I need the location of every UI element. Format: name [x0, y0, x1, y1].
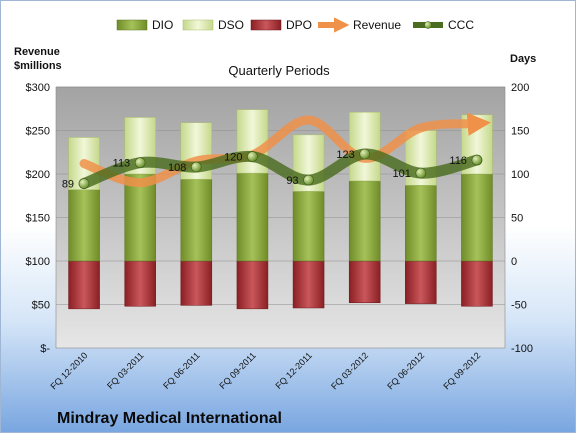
legend-label: DSO [218, 18, 244, 32]
ccc-data-label: 101 [392, 168, 410, 180]
right-axis-ticks: -100 -50 0 50 100 150 200 [511, 82, 533, 355]
bar-dpo [348, 260, 381, 304]
bar-dio [292, 191, 325, 262]
left-tick-label: $- [40, 343, 50, 355]
ccc-point [471, 154, 483, 166]
ccc-line [78, 148, 483, 190]
legend-swatch-dot [424, 21, 432, 29]
x-tick-label: FQ 06-2012 [385, 350, 426, 391]
ccc-data-label: 89 [62, 179, 74, 191]
x-tick-label: FQ 03-2012 [329, 350, 370, 391]
chart-title: Quarterly Periods [228, 63, 330, 78]
left-tick-label: $250 [26, 126, 50, 138]
bar-dpo [180, 260, 213, 306]
left-axis-title-line: Revenue [14, 46, 60, 58]
ccc-data-label: 93 [286, 175, 298, 187]
legend-label: CCC [448, 18, 474, 32]
ccc-point [303, 174, 314, 186]
revenue-series [79, 112, 491, 188]
legend-swatch [182, 19, 214, 31]
bar-dpo [68, 260, 100, 310]
revenue-line [79, 112, 491, 188]
x-tick-label: FQ 09-2011 [217, 350, 258, 391]
x-tick-label: FQ 09-2012 [441, 350, 482, 391]
ccc-point [247, 151, 258, 162]
right-tick-label: -100 [511, 343, 533, 355]
x-tick-label: FQ 12-2011 [273, 350, 314, 391]
bar-dio [180, 178, 213, 262]
left-axis-ticks: $- $50 $100 $150 $200 $250 $300 [26, 82, 51, 355]
left-tick-label: $50 [32, 300, 50, 312]
ccc-series: 89 113 108 120 93 123 101 116 [62, 148, 483, 191]
legend-swatch [250, 19, 282, 31]
left-tick-label: $150 [26, 213, 50, 225]
ccc-data-label: 120 [224, 152, 242, 164]
bar-dpo [461, 260, 493, 307]
x-axis-ticks: FQ 12-2010 FQ 03-2011 FQ 06-2011 FQ 09-2011… [48, 350, 482, 391]
bar-dio [236, 172, 269, 262]
ccc-data-label: 113 [113, 158, 131, 170]
right-tick-label: 150 [511, 126, 529, 138]
x-tick-label: FQ 06-2011 [161, 350, 202, 391]
bar-dio [348, 180, 381, 262]
right-tick-label: -50 [511, 300, 527, 312]
left-axis-title-line: $millions [14, 60, 62, 72]
bar-dpo [236, 260, 269, 310]
ccc-data-label: 108 [168, 162, 186, 174]
legend: DIO DSO DPO Revenue CCC [116, 17, 474, 33]
company-name: Mindray Medical International [57, 410, 282, 427]
left-tick-label: $100 [26, 256, 50, 268]
x-tick-label: FQ 12-2010 [48, 350, 89, 391]
right-axis-title: Days [510, 53, 536, 65]
ccc-point [359, 148, 370, 160]
ccc-point [134, 157, 146, 168]
bar-dio [124, 173, 156, 262]
right-tick-label: 200 [511, 82, 529, 94]
legend-label: DIO [152, 18, 173, 32]
bar-dio [405, 185, 437, 262]
right-tick-label: 50 [511, 213, 523, 225]
ccc-point [415, 167, 427, 179]
bar-dso [348, 111, 381, 182]
ccc-data-label: 116 [449, 155, 467, 167]
bar-dpo [405, 260, 437, 304]
left-axis-title: Revenue $millions [14, 46, 62, 72]
bar-dio [461, 173, 493, 262]
left-tick-label: $200 [26, 169, 50, 181]
ccc-point [78, 178, 90, 189]
bar-dpo [292, 260, 325, 309]
right-tick-label: 100 [511, 169, 529, 181]
legend-swatch [116, 19, 148, 31]
x-tick-label: FQ 03-2011 [105, 350, 146, 391]
ccc-point [191, 161, 202, 173]
legend-label: Revenue [353, 18, 401, 32]
bar-dio [68, 189, 100, 262]
bar-dpo [124, 260, 156, 307]
left-tick-label: $300 [26, 82, 50, 94]
legend-label: DPO [286, 18, 312, 32]
ccc-data-label: 123 [336, 149, 354, 161]
right-tick-label: 0 [511, 256, 517, 268]
